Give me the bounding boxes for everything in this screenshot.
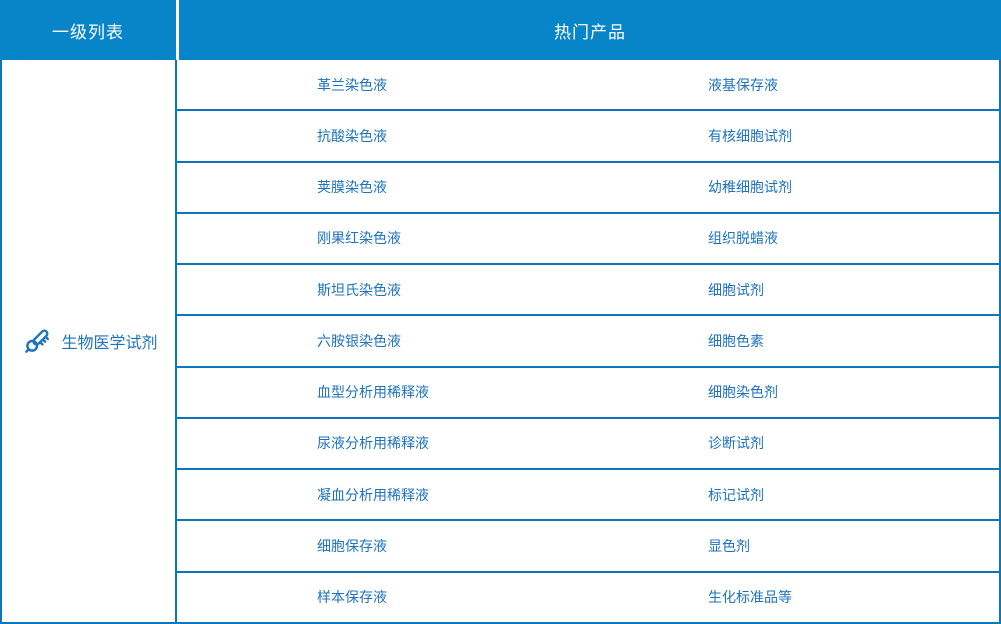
sidebar-item-label: 生物医学试剂 <box>61 335 158 352</box>
product-link[interactable]: 刚果红染色液 <box>317 230 401 247</box>
product-rows: 革兰染色液 液基保存液 抗酸染色液 有核细胞试剂 荚膜染色液 幼稚细胞试剂 刚果… <box>177 60 1001 622</box>
table-row: 六胺银染色液 细胞色素 <box>177 316 999 368</box>
product-link[interactable]: 抗酸染色液 <box>317 127 387 144</box>
product-link[interactable]: 血型分析用稀释液 <box>317 384 429 401</box>
product-link[interactable]: 显色剂 <box>708 538 750 555</box>
product-link[interactable]: 生化标准品等 <box>708 589 792 606</box>
product-link[interactable]: 斯坦氏染色液 <box>317 281 401 298</box>
table-row: 尿液分析用稀释液 诊断试剂 <box>177 419 999 471</box>
header-primary-list: 一级列表 <box>0 0 176 60</box>
product-link[interactable]: 标记试剂 <box>708 486 764 503</box>
product-link[interactable]: 六胺银染色液 <box>317 332 401 349</box>
product-link[interactable]: 样本保存液 <box>317 589 387 606</box>
table-row: 斯坦氏染色液 细胞试剂 <box>177 265 999 317</box>
header-divider <box>176 0 179 60</box>
product-link[interactable]: 液基保存液 <box>708 76 778 93</box>
product-link[interactable]: 凝血分析用稀释液 <box>317 486 429 503</box>
product-link[interactable]: 细胞色素 <box>708 332 764 349</box>
product-link[interactable]: 细胞试剂 <box>708 281 764 298</box>
table-row: 细胞保存液 显色剂 <box>177 521 999 573</box>
product-link[interactable]: 细胞保存液 <box>317 538 387 555</box>
header-hot-products: 热门产品 <box>179 0 1001 60</box>
sidebar-item-biomedical-reagents[interactable]: 生物医学试剂 <box>19 323 158 359</box>
category-column: 生物医学试剂 <box>0 60 177 622</box>
product-link[interactable]: 荚膜染色液 <box>317 179 387 196</box>
table-row: 样本保存液 生化标准品等 <box>177 573 999 622</box>
product-link[interactable]: 组织脱蜡液 <box>708 230 778 247</box>
table-row: 抗酸染色液 有核细胞试剂 <box>177 111 999 163</box>
table-row: 刚果红染色液 组织脱蜡液 <box>177 214 999 266</box>
table-row: 凝血分析用稀释液 标记试剂 <box>177 470 999 522</box>
table-row: 荚膜染色液 幼稚细胞试剂 <box>177 163 999 214</box>
product-link[interactable]: 有核细胞试剂 <box>708 127 792 144</box>
product-link[interactable]: 细胞染色剂 <box>708 384 778 401</box>
table-header-row: 一级列表 热门产品 <box>0 0 1001 60</box>
product-link[interactable]: 尿液分析用稀释液 <box>317 435 429 452</box>
table-row: 血型分析用稀释液 细胞染色剂 <box>177 368 999 419</box>
product-link[interactable]: 诊断试剂 <box>708 435 764 452</box>
table-body: 生物医学试剂 革兰染色液 液基保存液 抗酸染色液 有核细胞试剂 荚膜染色液 幼稚… <box>0 60 1001 624</box>
product-link[interactable]: 革兰染色液 <box>317 76 387 93</box>
product-link[interactable]: 幼稚细胞试剂 <box>708 179 792 196</box>
thermometer-icon <box>19 323 55 359</box>
table-row: 革兰染色液 液基保存液 <box>177 60 999 112</box>
